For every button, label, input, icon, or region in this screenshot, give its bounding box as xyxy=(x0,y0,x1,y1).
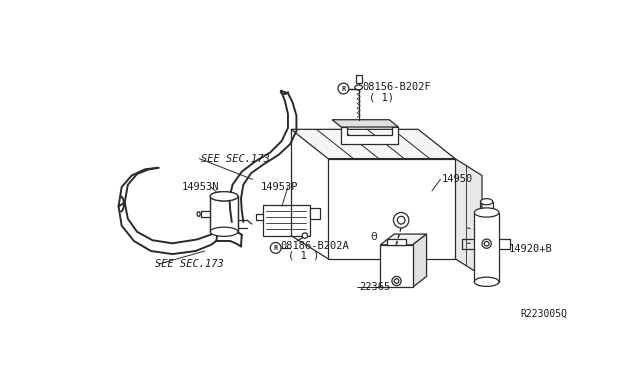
Ellipse shape xyxy=(392,276,401,286)
Circle shape xyxy=(270,243,281,253)
Text: 22365: 22365 xyxy=(359,282,390,292)
Ellipse shape xyxy=(482,239,492,248)
Text: R: R xyxy=(273,245,278,251)
Ellipse shape xyxy=(355,85,362,90)
Text: ( 1 ): ( 1 ) xyxy=(288,251,319,261)
Polygon shape xyxy=(413,234,427,287)
Polygon shape xyxy=(263,205,310,235)
Ellipse shape xyxy=(394,279,399,283)
Ellipse shape xyxy=(474,208,499,217)
Polygon shape xyxy=(328,158,455,259)
Text: SEE SEC.173: SEE SEC.173 xyxy=(201,154,269,164)
Ellipse shape xyxy=(210,227,238,236)
Text: 08186-B202A: 08186-B202A xyxy=(280,241,349,251)
Polygon shape xyxy=(387,239,406,245)
Ellipse shape xyxy=(481,199,493,205)
Polygon shape xyxy=(310,208,320,219)
Text: 14953N: 14953N xyxy=(182,182,219,192)
Ellipse shape xyxy=(197,212,200,217)
Text: ( 1): ( 1) xyxy=(369,92,394,102)
Polygon shape xyxy=(474,212,499,282)
Text: SEE SEC.173: SEE SEC.173 xyxy=(155,259,223,269)
Text: 14950: 14950 xyxy=(442,174,473,185)
Polygon shape xyxy=(291,129,455,158)
Polygon shape xyxy=(380,245,413,287)
Bar xyxy=(356,75,362,83)
Text: θ: θ xyxy=(371,232,378,242)
Ellipse shape xyxy=(210,192,238,201)
Ellipse shape xyxy=(302,233,308,238)
Polygon shape xyxy=(332,120,399,127)
Polygon shape xyxy=(210,196,238,232)
Circle shape xyxy=(338,83,349,94)
Ellipse shape xyxy=(474,277,499,286)
Polygon shape xyxy=(341,127,399,144)
Text: R: R xyxy=(341,86,346,92)
Polygon shape xyxy=(380,234,427,245)
Text: 14953P: 14953P xyxy=(261,182,298,192)
Ellipse shape xyxy=(210,192,238,201)
Polygon shape xyxy=(455,158,482,276)
Text: 08156-B202F: 08156-B202F xyxy=(363,82,431,92)
Ellipse shape xyxy=(394,212,409,228)
Ellipse shape xyxy=(397,217,405,224)
Text: R223005Q: R223005Q xyxy=(520,309,568,319)
Text: 14920+B: 14920+B xyxy=(509,244,553,254)
Ellipse shape xyxy=(484,241,489,246)
